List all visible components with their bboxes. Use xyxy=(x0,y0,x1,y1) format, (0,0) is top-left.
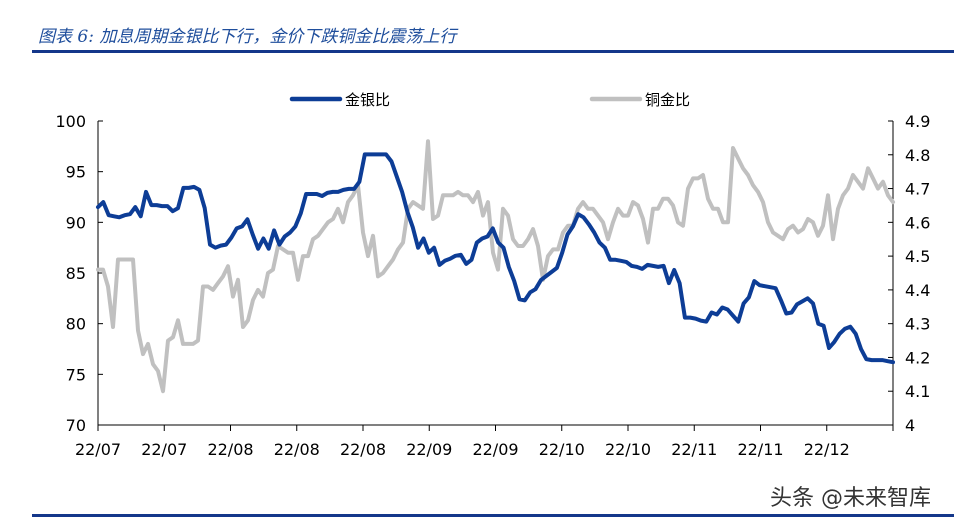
right-tick-label: 4.4 xyxy=(905,281,930,300)
x-tick-label: 22/10 xyxy=(605,440,651,459)
watermark: 头条 @未来智库 xyxy=(770,486,931,511)
series-line-gold-silver xyxy=(96,152,895,365)
x-tick-label: 22/09 xyxy=(472,440,518,459)
left-tick-label: 100 xyxy=(55,112,86,131)
left-tick-label: 95 xyxy=(66,163,86,182)
left-tick-label: 80 xyxy=(66,315,86,334)
right-tick-label: 4.7 xyxy=(905,180,930,199)
left-tick-label: 85 xyxy=(66,264,86,283)
bottom-divider xyxy=(32,514,954,517)
chart-ticks: 70 75 80 85 90 95 100 4 4.1 4.2 4.3 4.4 4.5 4.6 4.7 4.8… xyxy=(55,112,930,459)
legend-label-gold-silver: 金银比 xyxy=(345,91,390,109)
right-tick-label: 4.5 xyxy=(905,247,930,266)
title-divider xyxy=(32,50,954,53)
right-tick-label: 4.9 xyxy=(905,112,930,131)
series-line-copper-gold xyxy=(96,139,895,394)
x-tick-label: 22/10 xyxy=(539,440,585,459)
x-tick-label: 22/07 xyxy=(75,440,121,459)
x-tick-label: 22/07 xyxy=(141,440,187,459)
chart-lines xyxy=(96,139,895,394)
x-tick-label: 22/08 xyxy=(274,440,320,459)
x-tick-label: 22/11 xyxy=(671,440,717,459)
x-tick-label: 22/09 xyxy=(406,440,452,459)
left-tick-label: 75 xyxy=(66,365,86,384)
right-tick-label: 4.2 xyxy=(905,348,930,367)
left-tick-label: 70 xyxy=(66,416,86,435)
x-tick-label: 22/11 xyxy=(737,440,783,459)
right-tick-label: 4 xyxy=(905,416,915,435)
right-tick-label: 4.8 xyxy=(905,146,930,165)
right-tick-label: 4.6 xyxy=(905,213,930,232)
x-tick-label: 22/08 xyxy=(340,440,386,459)
left-tick-label: 90 xyxy=(66,213,86,232)
chart-title: 图表 6: 加息周期金银比下行，金价下跌铜金比震荡上行 xyxy=(38,27,457,47)
right-tick-label: 4.1 xyxy=(905,382,930,401)
legend-label-copper-gold: 铜金比 xyxy=(645,91,690,109)
x-tick-label: 22/12 xyxy=(804,440,850,459)
chart-axes xyxy=(97,121,894,426)
x-tick-label: 22/08 xyxy=(207,440,253,459)
right-tick-label: 4.3 xyxy=(905,315,930,334)
chart-legend: 金银比 铜金比 xyxy=(289,91,690,109)
